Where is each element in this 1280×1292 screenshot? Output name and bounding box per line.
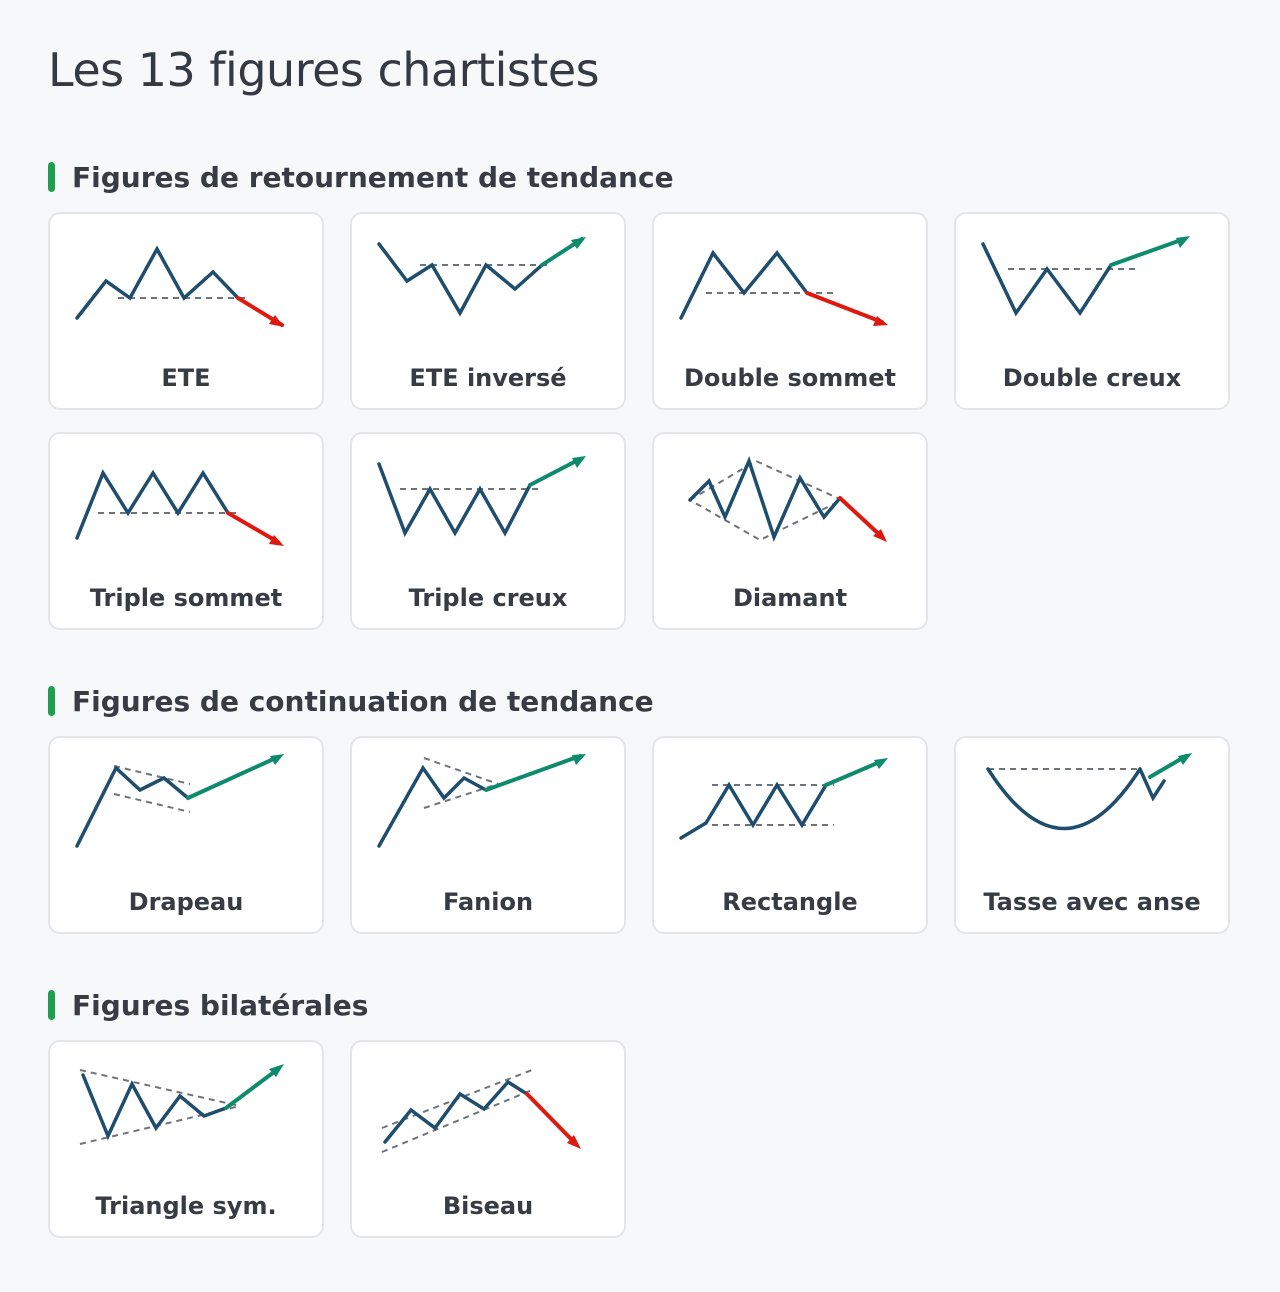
pattern-label: Rectangle bbox=[722, 888, 858, 916]
pattern-card-tasse-avec-anse: Tasse avec anse bbox=[954, 736, 1230, 934]
breakout-arrow bbox=[1109, 237, 1186, 267]
pattern-label: Double sommet bbox=[683, 364, 897, 392]
pattern-label: ETE bbox=[161, 364, 211, 392]
section-accent-bar bbox=[48, 162, 55, 192]
breakout-arrow bbox=[484, 754, 582, 792]
section-header-reversal: Figures de retournement de tendance bbox=[48, 160, 674, 194]
section-title: Figures de continuation de tendance bbox=[72, 684, 654, 718]
triple-creux-pattern-icon bbox=[377, 456, 586, 538]
biseau-pattern-icon bbox=[381, 1069, 581, 1153]
arrow-head bbox=[1176, 236, 1190, 248]
price-line bbox=[75, 245, 240, 320]
pattern-card-rectangle: Rectangle bbox=[652, 736, 928, 934]
section-title: Figures bilatérales bbox=[72, 988, 369, 1022]
pattern-label: Biseau bbox=[442, 1192, 534, 1220]
breakout-arrow bbox=[186, 755, 280, 800]
price-line bbox=[81, 1073, 228, 1141]
pennant-lower-line bbox=[423, 783, 499, 809]
pattern-card-double-creux: Double creux bbox=[954, 212, 1230, 410]
diamond-outline bbox=[689, 459, 845, 542]
pattern-card-double-sommet: Double sommet bbox=[652, 212, 928, 410]
pattern-card-biseau: Biseau bbox=[350, 1040, 626, 1238]
section-title: Figures de retournement de tendance bbox=[72, 160, 674, 194]
fanion-pattern-icon bbox=[377, 754, 586, 848]
page-title: Les 13 figures chartistes bbox=[48, 43, 600, 97]
triangle-sym-pattern-icon bbox=[79, 1064, 284, 1145]
ete-pattern-icon bbox=[75, 245, 284, 327]
pattern-card-triple-sommet: Triple sommet bbox=[48, 432, 324, 630]
pattern-label: Fanion bbox=[442, 888, 534, 916]
flag-upper-line bbox=[113, 765, 191, 785]
breakout-arrow bbox=[528, 457, 582, 487]
diamant-pattern-icon bbox=[688, 456, 887, 542]
price-line bbox=[688, 456, 842, 542]
arrow-head bbox=[571, 237, 586, 249]
pattern-label: ETE inversé bbox=[409, 364, 567, 392]
pattern-label: Drapeau bbox=[128, 888, 244, 916]
section-accent-bar bbox=[48, 990, 55, 1020]
price-line bbox=[377, 242, 544, 317]
double-creux-pattern-icon bbox=[981, 236, 1190, 317]
ete-inverse-pattern-icon bbox=[377, 237, 586, 317]
cup-curve bbox=[986, 767, 1142, 831]
pattern-card-ete: ETE bbox=[48, 212, 324, 410]
arrow-head bbox=[874, 758, 888, 769]
pennant-upper-line bbox=[423, 757, 499, 785]
breakout-arrow bbox=[525, 1092, 578, 1146]
tasse-avec-anse-pattern-icon bbox=[986, 753, 1192, 831]
price-line bbox=[377, 462, 532, 538]
arrow-head bbox=[270, 754, 284, 765]
arrow-head bbox=[1178, 753, 1192, 765]
pattern-card-ete-inverse: ETE inversé bbox=[350, 212, 626, 410]
price-line bbox=[75, 469, 230, 540]
flag-lower-line bbox=[113, 793, 191, 813]
price-line bbox=[377, 764, 488, 848]
double-sommet-pattern-icon bbox=[679, 249, 888, 326]
triple-sommet-pattern-icon bbox=[75, 469, 284, 546]
breakout-arrow bbox=[224, 1067, 280, 1110]
pattern-card-triangle-sym: Triangle sym. bbox=[48, 1040, 324, 1238]
pattern-label: Triangle sym. bbox=[95, 1192, 277, 1220]
section-accent-bar bbox=[48, 686, 55, 716]
arrow-head bbox=[873, 529, 887, 542]
pattern-card-diamant: Diamant bbox=[652, 432, 928, 630]
handle-line bbox=[1138, 767, 1166, 802]
breakout-arrow bbox=[838, 496, 884, 539]
wedge-lower-line bbox=[381, 1089, 533, 1153]
pattern-label: Tasse avec anse bbox=[983, 888, 1201, 916]
price-line bbox=[679, 781, 828, 840]
arrow-head bbox=[269, 315, 284, 327]
pattern-card-triple-creux: Triple creux bbox=[350, 432, 626, 630]
section-header-bilateral: Figures bilatérales bbox=[48, 988, 369, 1022]
section-header-continuation: Figures de continuation de tendance bbox=[48, 684, 654, 718]
pattern-label: Triple creux bbox=[408, 584, 568, 612]
breakout-arrow bbox=[226, 511, 280, 544]
arrow-head bbox=[269, 1064, 284, 1077]
rectangle-pattern-icon bbox=[679, 758, 888, 840]
price-line bbox=[981, 242, 1113, 317]
pattern-card-drapeau: Drapeau bbox=[48, 736, 324, 934]
triangle-upper-line bbox=[79, 1069, 241, 1107]
price-line bbox=[679, 249, 809, 320]
pattern-label: Diamant bbox=[732, 584, 848, 612]
price-line bbox=[75, 765, 190, 848]
pattern-label: Triple sommet bbox=[89, 584, 283, 612]
arrow-head bbox=[873, 316, 888, 326]
breakout-arrow bbox=[805, 291, 884, 324]
arrow-head bbox=[572, 456, 586, 468]
arrow-head bbox=[567, 1135, 581, 1149]
breakout-arrow bbox=[824, 759, 884, 787]
pattern-label: Double creux bbox=[1002, 364, 1182, 392]
price-line bbox=[383, 1079, 529, 1144]
arrow-head bbox=[572, 754, 586, 765]
pattern-card-fanion: Fanion bbox=[350, 736, 626, 934]
arrow-head bbox=[269, 535, 284, 546]
drapeau-pattern-icon bbox=[75, 754, 284, 848]
